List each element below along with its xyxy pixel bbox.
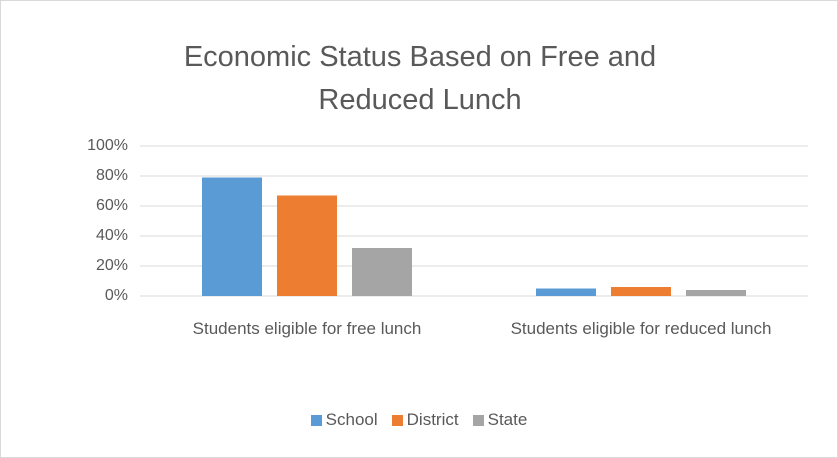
x-tick-label: Students eligible for free lunch	[192, 319, 422, 338]
legend: School District State	[0, 410, 838, 430]
legend-swatch	[310, 414, 322, 426]
legend-swatch	[391, 414, 403, 426]
y-tick-label: 80%	[96, 167, 128, 184]
bar	[536, 288, 596, 296]
y-tick-label: 40%	[96, 227, 128, 244]
y-tick-label: 60%	[96, 197, 128, 214]
legend-label: School	[325, 410, 378, 429]
legend-label: State	[487, 410, 528, 429]
bar	[686, 290, 746, 296]
bar	[611, 287, 671, 296]
legend-item: District	[391, 410, 459, 430]
legend-label: District	[406, 410, 459, 429]
legend-item: School	[310, 410, 378, 430]
bar	[352, 248, 412, 296]
y-tick-label: 100%	[87, 137, 128, 154]
y-tick-label: 20%	[96, 257, 128, 274]
bar	[277, 195, 337, 296]
bar	[202, 177, 262, 296]
y-tick-label: 0%	[105, 287, 128, 304]
chart-title: Economic Status Based on Free and Reduce…	[183, 41, 657, 116]
legend-item: State	[472, 410, 528, 430]
legend-swatch	[472, 414, 484, 426]
x-tick-label: Students eligible for reduced lunch	[510, 319, 772, 338]
